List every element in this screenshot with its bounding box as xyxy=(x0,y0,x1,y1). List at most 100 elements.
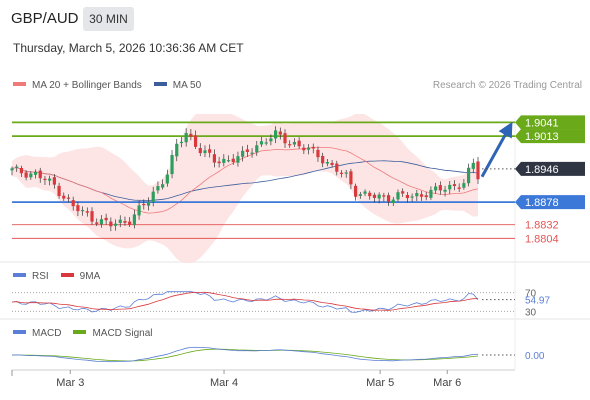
candle-body xyxy=(66,197,71,199)
timeframe-badge[interactable]: 30 MIN xyxy=(83,7,134,31)
candle xyxy=(452,180,457,191)
candle-body xyxy=(146,201,151,206)
candle xyxy=(95,218,99,227)
time-tick-label-3: Mar 6 xyxy=(433,377,461,389)
candle-body xyxy=(297,140,301,147)
candle xyxy=(278,127,282,140)
macd-line xyxy=(11,346,479,363)
candle xyxy=(391,196,395,207)
candle-body xyxy=(193,135,198,147)
candle xyxy=(382,192,386,202)
candle xyxy=(193,130,198,149)
candle xyxy=(311,143,315,154)
level-tag-0: 1.9041 xyxy=(515,115,585,130)
candle-body xyxy=(292,141,297,145)
candle-body xyxy=(462,183,466,188)
level-tag-2: 1.8878 xyxy=(515,195,585,210)
candle-body xyxy=(349,171,353,185)
candle xyxy=(269,134,273,146)
candle xyxy=(57,182,61,199)
candle-body xyxy=(52,177,56,185)
rsi-line xyxy=(11,291,479,313)
candle xyxy=(419,190,424,201)
candle xyxy=(29,171,33,180)
candle xyxy=(90,207,94,225)
candle-body xyxy=(306,147,311,150)
candle-body xyxy=(405,195,409,199)
candle xyxy=(71,196,75,211)
candle xyxy=(76,201,80,216)
candle-body xyxy=(179,141,184,144)
candle-body xyxy=(104,217,108,221)
candle xyxy=(250,148,254,158)
candle xyxy=(349,168,353,190)
candle xyxy=(306,144,311,155)
time-tick-label-1: Mar 4 xyxy=(210,377,238,389)
candle xyxy=(85,207,89,217)
candle-body xyxy=(142,203,146,206)
candle xyxy=(24,170,28,181)
candle xyxy=(123,216,127,226)
candle-body xyxy=(278,131,282,135)
candle-body xyxy=(335,163,339,172)
candle xyxy=(81,206,85,216)
candle xyxy=(302,144,306,155)
candle xyxy=(471,158,475,174)
candle xyxy=(335,160,339,176)
candle-body xyxy=(325,161,329,164)
candle xyxy=(113,219,118,231)
candle xyxy=(33,169,38,179)
candle xyxy=(434,182,438,194)
candle-body xyxy=(250,152,254,154)
candle-body xyxy=(438,185,442,191)
candle-body xyxy=(203,150,207,154)
candle-body xyxy=(241,150,245,157)
candle xyxy=(245,144,249,157)
candle-body xyxy=(198,148,202,154)
rsi-current-label: 54.97 xyxy=(525,296,550,307)
candle xyxy=(19,165,24,178)
candle-body xyxy=(443,189,447,192)
candle xyxy=(212,149,217,168)
candle xyxy=(15,164,19,172)
candle-body xyxy=(311,146,315,149)
legend-macd-signal-label: MACD Signal xyxy=(92,328,153,339)
candle xyxy=(99,215,104,228)
candle-body xyxy=(109,221,113,227)
candle-body xyxy=(358,194,362,196)
candle xyxy=(283,129,287,148)
candle-body xyxy=(71,200,75,207)
legend-rsi-ma-label: 9MA xyxy=(79,271,101,282)
level-tag-text: 1.8878 xyxy=(525,197,559,209)
candle-body xyxy=(38,170,42,179)
level-tag-1: 1.9013 xyxy=(515,129,585,144)
price-legend: MA 20 + Bollinger Bands MA 50 xyxy=(13,80,201,91)
rsi-ma-swatch xyxy=(60,273,74,278)
legend-macd-label: MACD xyxy=(32,328,62,339)
candle xyxy=(410,193,414,202)
candle-body xyxy=(222,158,226,163)
candle xyxy=(405,192,409,203)
candle-body xyxy=(99,219,104,225)
candle-body xyxy=(85,211,89,213)
candle xyxy=(386,192,391,206)
candle xyxy=(184,128,188,147)
candle xyxy=(429,186,433,200)
candle xyxy=(316,146,320,162)
candle-body xyxy=(377,194,381,199)
candle-body xyxy=(396,192,400,200)
macd-legend: MACD MACD Signal xyxy=(13,328,152,339)
candle xyxy=(189,128,193,141)
candle xyxy=(424,191,428,201)
candle-body xyxy=(128,221,132,225)
candle xyxy=(217,156,221,168)
candle-body xyxy=(15,166,19,168)
rsi-swatch xyxy=(13,273,26,278)
candle xyxy=(358,191,362,199)
ma20-swatch xyxy=(13,82,26,87)
candle xyxy=(170,150,174,179)
candle-body xyxy=(226,160,231,162)
candle-body xyxy=(457,187,461,189)
candle xyxy=(175,138,179,162)
candle-body xyxy=(161,184,165,188)
